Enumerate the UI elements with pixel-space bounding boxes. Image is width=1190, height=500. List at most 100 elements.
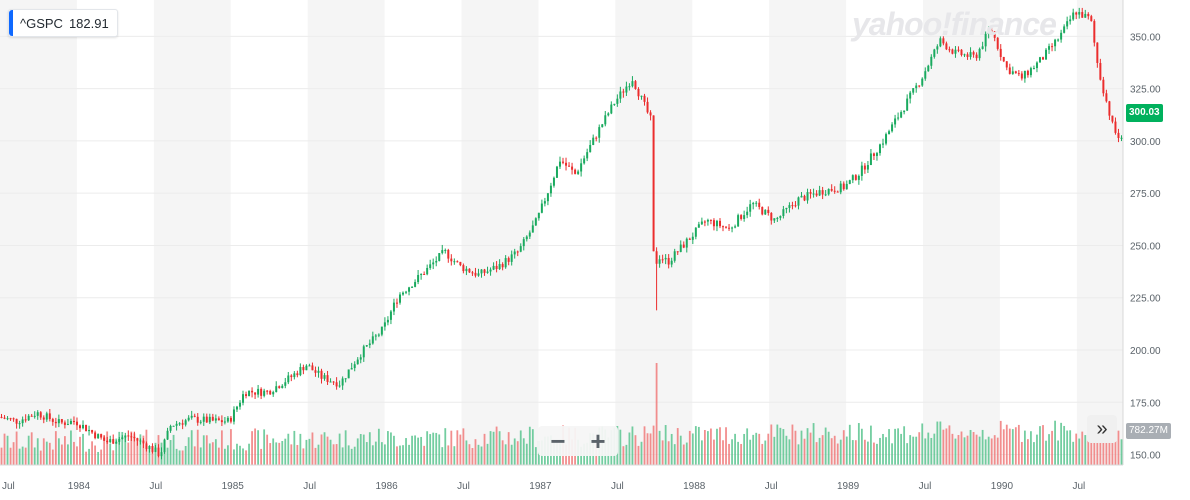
- candle-body[interactable]: [45, 413, 48, 420]
- candle-body[interactable]: [127, 435, 130, 437]
- candle-body[interactable]: [776, 217, 779, 219]
- candle-body[interactable]: [489, 269, 492, 272]
- candle-body[interactable]: [486, 271, 489, 273]
- candle-body[interactable]: [272, 392, 275, 395]
- candle-body[interactable]: [595, 137, 598, 139]
- candle-body[interactable]: [906, 98, 909, 111]
- candle-body[interactable]: [435, 260, 438, 263]
- candle-body[interactable]: [187, 417, 190, 421]
- ticker-legend[interactable]: ^GSPC 182.91: [8, 9, 118, 37]
- candle-body[interactable]: [60, 419, 63, 423]
- candle-body[interactable]: [869, 153, 872, 166]
- candle-body[interactable]: [697, 224, 700, 228]
- candle-body[interactable]: [936, 46, 939, 50]
- candle-body[interactable]: [549, 185, 552, 194]
- candle-body[interactable]: [812, 193, 815, 195]
- candle-body[interactable]: [57, 419, 60, 424]
- candle-body[interactable]: [688, 238, 691, 240]
- candle-body[interactable]: [33, 415, 36, 417]
- candle-body[interactable]: [601, 124, 604, 128]
- candle-body[interactable]: [347, 369, 350, 379]
- candle-body[interactable]: [875, 153, 878, 156]
- candle-body[interactable]: [296, 373, 299, 376]
- candle-body[interactable]: [800, 195, 803, 198]
- candle-body[interactable]: [930, 56, 933, 66]
- candle-body[interactable]: [1048, 46, 1051, 50]
- candle-body[interactable]: [1084, 13, 1087, 18]
- candle-body[interactable]: [691, 236, 694, 240]
- candle-body[interactable]: [1045, 49, 1048, 60]
- candle-body[interactable]: [251, 390, 254, 393]
- candle-body[interactable]: [3, 417, 6, 419]
- candle-body[interactable]: [649, 112, 652, 116]
- candle-body[interactable]: [130, 436, 133, 438]
- candle-body[interactable]: [565, 162, 568, 166]
- candle-body[interactable]: [552, 177, 555, 186]
- candle-body[interactable]: [598, 127, 601, 138]
- candle-body[interactable]: [495, 265, 498, 270]
- candle-body[interactable]: [468, 268, 471, 273]
- candle-body[interactable]: [857, 175, 860, 180]
- candle-body[interactable]: [377, 334, 380, 336]
- candle-body[interactable]: [525, 236, 528, 240]
- candle-body[interactable]: [465, 268, 468, 272]
- candle-body[interactable]: [667, 257, 670, 265]
- candle-body[interactable]: [924, 71, 927, 79]
- candle-body[interactable]: [417, 274, 420, 283]
- candle-body[interactable]: [948, 49, 951, 51]
- candle-body[interactable]: [66, 424, 69, 426]
- candle-body[interactable]: [1029, 68, 1032, 76]
- candle-body[interactable]: [1023, 70, 1026, 79]
- candle-body[interactable]: [909, 92, 912, 99]
- candle-body[interactable]: [845, 183, 848, 190]
- candle-body[interactable]: [830, 189, 833, 191]
- candle-body[interactable]: [546, 193, 549, 202]
- candle-body[interactable]: [945, 43, 948, 50]
- candle-body[interactable]: [543, 201, 546, 204]
- candle-body[interactable]: [190, 415, 193, 418]
- candle-body[interactable]: [97, 434, 100, 439]
- candle-body[interactable]: [142, 440, 145, 444]
- candle-body[interactable]: [1093, 21, 1096, 43]
- candle-body[interactable]: [1032, 68, 1035, 70]
- candle-body[interactable]: [770, 212, 773, 221]
- candle-body[interactable]: [1099, 62, 1102, 80]
- candle-body[interactable]: [755, 202, 758, 204]
- candle-body[interactable]: [1011, 71, 1014, 74]
- candle-body[interactable]: [706, 219, 709, 222]
- candle-body[interactable]: [100, 434, 103, 438]
- candle-body[interactable]: [981, 46, 984, 49]
- candle-body[interactable]: [836, 191, 839, 193]
- candle-body[interactable]: [193, 415, 196, 417]
- candle-body[interactable]: [166, 430, 169, 440]
- candle-body[interactable]: [975, 54, 978, 59]
- candle-body[interactable]: [752, 203, 755, 205]
- candle-body[interactable]: [242, 394, 245, 403]
- candle-body[interactable]: [966, 54, 969, 57]
- candle-body[interactable]: [235, 406, 238, 410]
- candle-body[interactable]: [1114, 121, 1117, 133]
- candle-body[interactable]: [809, 192, 812, 194]
- candle-body[interactable]: [788, 205, 791, 208]
- candle-body[interactable]: [6, 418, 9, 420]
- candle-body[interactable]: [480, 269, 483, 274]
- candle-body[interactable]: [88, 430, 91, 432]
- candle-body[interactable]: [269, 391, 272, 395]
- candle-body[interactable]: [821, 190, 824, 195]
- candle-body[interactable]: [426, 267, 429, 275]
- candle-body[interactable]: [558, 161, 561, 167]
- candle-body[interactable]: [106, 440, 109, 443]
- candle-body[interactable]: [803, 195, 806, 201]
- candle-body[interactable]: [368, 343, 371, 346]
- candle-body[interactable]: [12, 418, 15, 420]
- candle-body[interactable]: [531, 225, 534, 233]
- candle-body[interactable]: [791, 205, 794, 207]
- candle-body[interactable]: [24, 419, 27, 421]
- candle-body[interactable]: [1069, 19, 1072, 22]
- candle-body[interactable]: [474, 272, 477, 276]
- candle-body[interactable]: [725, 226, 728, 228]
- candle-body[interactable]: [154, 447, 157, 452]
- candle-body[interactable]: [109, 439, 112, 443]
- candle-body[interactable]: [712, 220, 715, 227]
